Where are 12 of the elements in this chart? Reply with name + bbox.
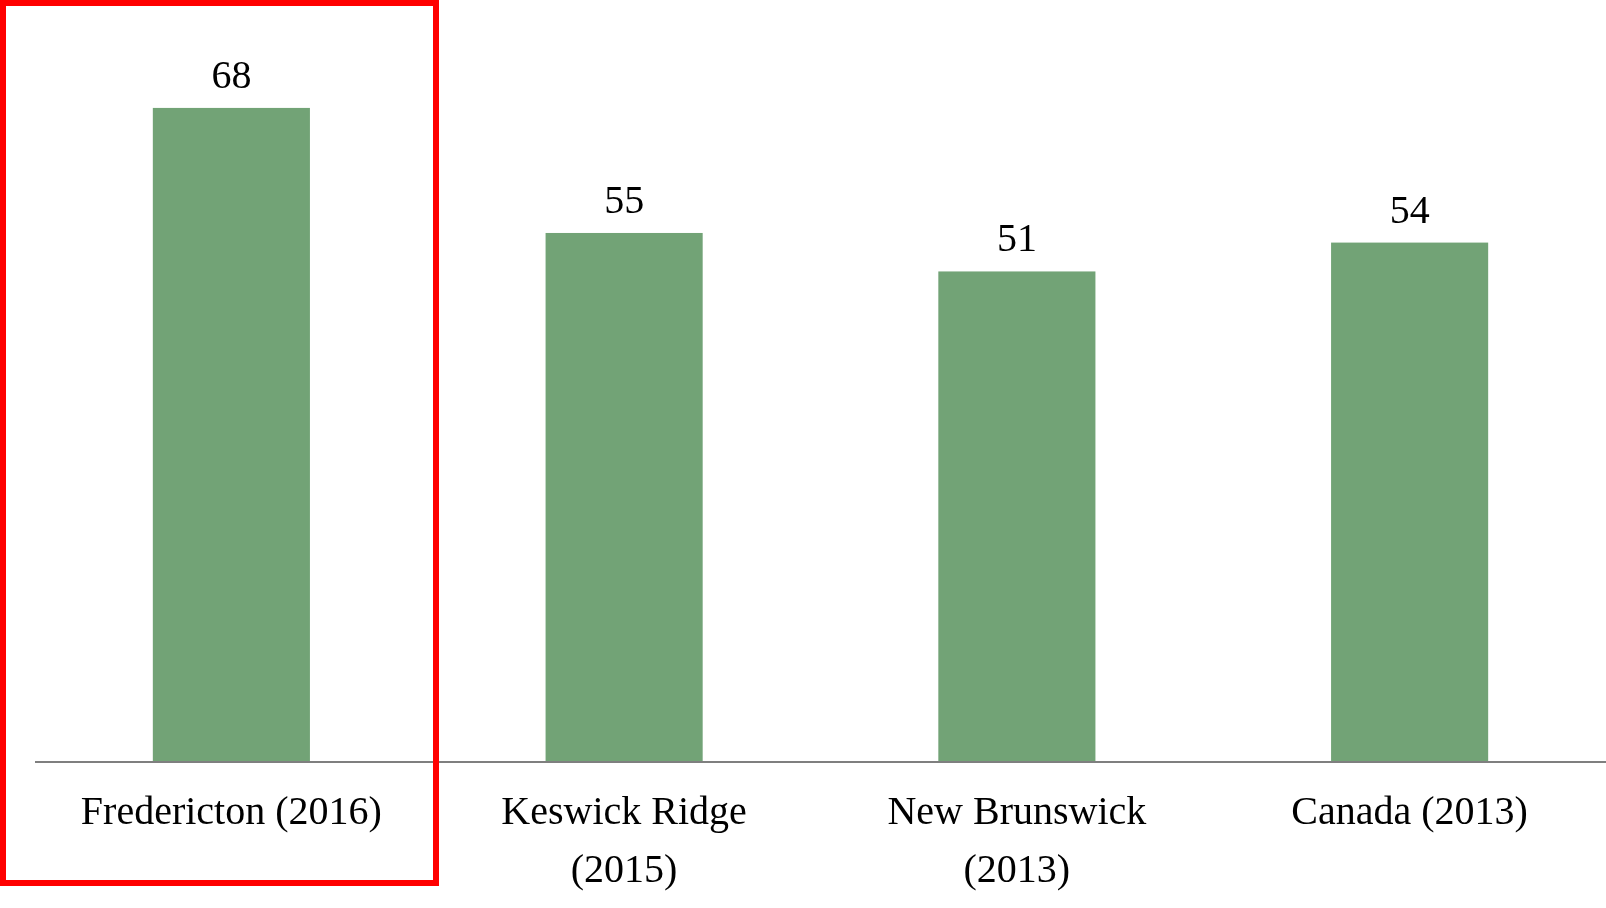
bar [152, 107, 310, 762]
x-tick-label: Canada (2013) [1291, 788, 1528, 833]
x-tick-label: New Brunswick (2013) [887, 788, 1147, 891]
data-label: 55 [604, 176, 645, 222]
x-tick-label: Fredericton (2016) [80, 788, 382, 833]
data-label: 68 [211, 51, 252, 97]
x-tick-label: Keswick Ridge (2015) [501, 788, 747, 891]
bar [938, 271, 1096, 762]
bar [1331, 242, 1489, 762]
data-label: 54 [1389, 186, 1430, 232]
data-label: 51 [996, 215, 1037, 261]
bar [545, 232, 703, 762]
